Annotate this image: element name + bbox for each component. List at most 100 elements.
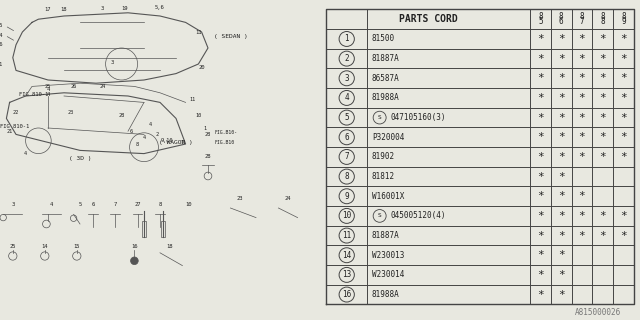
Text: *: * bbox=[579, 54, 586, 64]
Text: 26: 26 bbox=[70, 84, 77, 89]
Text: *: * bbox=[537, 211, 544, 221]
Text: S: S bbox=[378, 115, 381, 120]
Text: 24: 24 bbox=[99, 84, 106, 89]
Text: FIG 810-1: FIG 810-1 bbox=[0, 124, 29, 129]
Text: 81887A: 81887A bbox=[372, 231, 399, 240]
Text: 7: 7 bbox=[113, 202, 117, 207]
Text: 8: 8 bbox=[621, 12, 626, 21]
Text: 3: 3 bbox=[344, 74, 349, 83]
Bar bbox=[161, 221, 165, 237]
Text: PARTS CORD: PARTS CORD bbox=[399, 14, 458, 24]
Text: 3: 3 bbox=[100, 5, 104, 11]
Text: 5: 5 bbox=[344, 113, 349, 122]
Text: 045005120(4): 045005120(4) bbox=[390, 212, 446, 220]
Text: 15: 15 bbox=[74, 244, 80, 249]
Text: 1: 1 bbox=[0, 61, 2, 67]
Text: *: * bbox=[620, 93, 627, 103]
Text: *: * bbox=[537, 113, 544, 123]
Text: 9: 9 bbox=[621, 17, 626, 26]
Text: 4: 4 bbox=[149, 122, 152, 127]
Text: 11: 11 bbox=[195, 29, 202, 35]
Text: 20: 20 bbox=[198, 65, 205, 70]
Text: *: * bbox=[599, 132, 606, 142]
Text: 8: 8 bbox=[580, 12, 584, 21]
Text: 8: 8 bbox=[538, 12, 543, 21]
Text: 5: 5 bbox=[78, 202, 82, 207]
Text: 2: 2 bbox=[344, 54, 349, 63]
Text: 8: 8 bbox=[136, 141, 139, 147]
Text: 14: 14 bbox=[0, 33, 3, 38]
Text: *: * bbox=[599, 211, 606, 221]
Text: 4: 4 bbox=[143, 135, 145, 140]
Text: 24: 24 bbox=[285, 196, 291, 201]
Text: FIG.B10-: FIG.B10- bbox=[214, 130, 237, 135]
Text: *: * bbox=[579, 34, 586, 44]
Text: 8: 8 bbox=[600, 12, 605, 21]
Text: 81902: 81902 bbox=[372, 152, 395, 161]
Text: 28: 28 bbox=[205, 154, 211, 159]
Text: 10: 10 bbox=[186, 202, 192, 207]
Text: 18: 18 bbox=[61, 7, 67, 12]
Text: ( 3D ): ( 3D ) bbox=[68, 156, 92, 161]
Text: 1: 1 bbox=[204, 125, 206, 131]
Text: *: * bbox=[537, 191, 544, 201]
Text: 4: 4 bbox=[49, 202, 53, 207]
Text: 17: 17 bbox=[45, 7, 51, 12]
Text: 23: 23 bbox=[237, 196, 243, 201]
Text: *: * bbox=[579, 231, 586, 241]
Text: *: * bbox=[599, 73, 606, 83]
Text: *: * bbox=[579, 191, 586, 201]
Text: 22: 22 bbox=[13, 109, 19, 115]
Text: 14: 14 bbox=[342, 251, 351, 260]
Text: *: * bbox=[620, 113, 627, 123]
Text: 8: 8 bbox=[600, 17, 605, 26]
Text: 4: 4 bbox=[46, 92, 50, 97]
Text: 9: 9 bbox=[344, 192, 349, 201]
Text: 16: 16 bbox=[342, 290, 351, 299]
Text: *: * bbox=[599, 54, 606, 64]
Text: 8: 8 bbox=[158, 202, 162, 207]
Text: 10: 10 bbox=[195, 113, 202, 118]
Text: *: * bbox=[579, 211, 586, 221]
Text: ( SEDAN ): ( SEDAN ) bbox=[214, 34, 247, 39]
Text: FIG.B10: FIG.B10 bbox=[214, 140, 234, 145]
Text: *: * bbox=[599, 231, 606, 241]
Text: W230014: W230014 bbox=[372, 270, 404, 279]
Text: 27: 27 bbox=[134, 202, 141, 207]
Text: *: * bbox=[558, 270, 564, 280]
Text: 6: 6 bbox=[559, 17, 564, 26]
Text: *: * bbox=[558, 191, 564, 201]
Text: 047105160(3): 047105160(3) bbox=[390, 113, 446, 122]
Text: A815000026: A815000026 bbox=[575, 308, 621, 317]
Text: *: * bbox=[558, 211, 564, 221]
Text: *: * bbox=[620, 231, 627, 241]
Text: 8: 8 bbox=[559, 12, 564, 21]
Text: *: * bbox=[537, 231, 544, 241]
Text: 81812: 81812 bbox=[372, 172, 395, 181]
Text: 14: 14 bbox=[42, 244, 48, 249]
Circle shape bbox=[131, 257, 138, 265]
Text: 6: 6 bbox=[91, 202, 95, 207]
Text: *: * bbox=[620, 54, 627, 64]
Text: 2: 2 bbox=[156, 132, 158, 137]
Text: *: * bbox=[558, 93, 564, 103]
Text: *: * bbox=[599, 152, 606, 162]
Text: *: * bbox=[558, 172, 564, 181]
Text: W230013: W230013 bbox=[372, 251, 404, 260]
Text: *: * bbox=[579, 132, 586, 142]
Text: 5: 5 bbox=[538, 17, 543, 26]
Text: 86587A: 86587A bbox=[372, 74, 399, 83]
Text: *: * bbox=[558, 54, 564, 64]
Text: *: * bbox=[558, 152, 564, 162]
Text: 28: 28 bbox=[118, 113, 125, 118]
Text: 4: 4 bbox=[46, 87, 50, 92]
Text: 5,6: 5,6 bbox=[155, 5, 165, 11]
Text: 18: 18 bbox=[166, 244, 173, 249]
Text: S: S bbox=[378, 213, 381, 219]
Text: 13: 13 bbox=[342, 270, 351, 279]
Text: *: * bbox=[537, 152, 544, 162]
Text: 25: 25 bbox=[10, 244, 16, 249]
Text: 7: 7 bbox=[181, 140, 184, 145]
Text: 7: 7 bbox=[344, 152, 349, 161]
Text: *: * bbox=[558, 113, 564, 123]
